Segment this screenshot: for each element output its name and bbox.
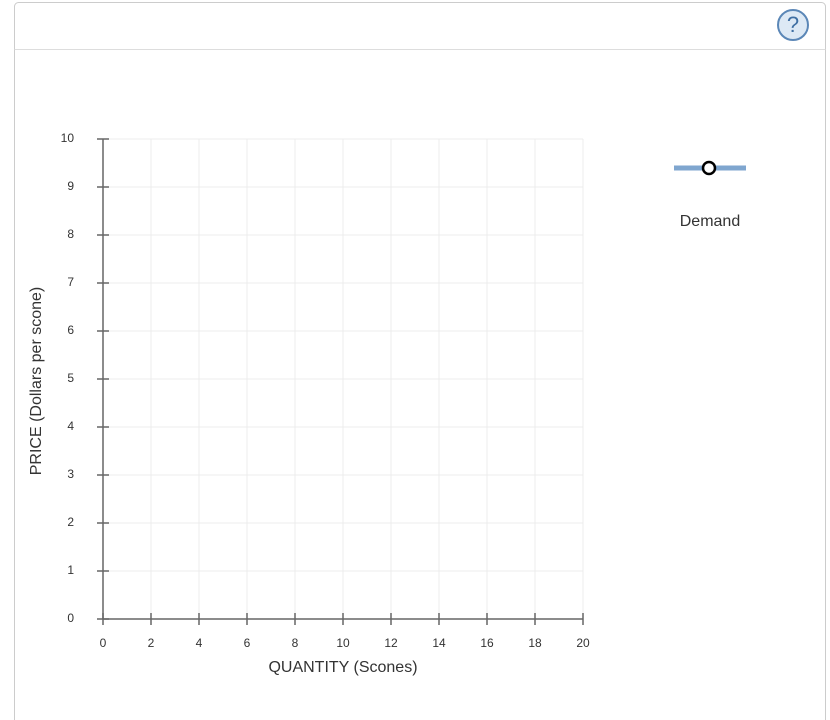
x-tick-label: 10 bbox=[336, 636, 350, 650]
legend-item[interactable]: Demand bbox=[674, 160, 746, 230]
y-tick-label: 3 bbox=[67, 467, 74, 481]
y-tick-label: 7 bbox=[67, 275, 74, 289]
help-button[interactable]: ? bbox=[777, 9, 809, 41]
y-tick-label: 8 bbox=[67, 227, 74, 241]
x-tick-label: 4 bbox=[196, 636, 203, 650]
x-tick-label: 2 bbox=[148, 636, 155, 650]
x-axis-label: QUANTITY (Scones) bbox=[268, 659, 417, 676]
help-text[interactable]: ? bbox=[787, 12, 799, 37]
legend-marker bbox=[701, 160, 717, 176]
y-tick-label: 6 bbox=[67, 323, 74, 337]
y-tick-label: 2 bbox=[67, 515, 74, 529]
x-tick-label: 20 bbox=[576, 636, 590, 650]
y-tick-label: 5 bbox=[67, 371, 74, 385]
help-circle[interactable] bbox=[777, 9, 809, 41]
x-tick-label: 8 bbox=[292, 636, 299, 650]
x-tick-label: 14 bbox=[432, 636, 446, 650]
x-tick-label: 6 bbox=[244, 636, 251, 650]
x-tick-label: 16 bbox=[480, 636, 494, 650]
y-axis-label: PRICE (Dollars per scone) bbox=[28, 287, 45, 476]
y-tick-label: 0 bbox=[67, 611, 74, 625]
y-tick-label: 4 bbox=[67, 419, 74, 433]
panel bbox=[14, 2, 826, 720]
legend-label: Demand bbox=[680, 213, 740, 230]
x-tick-label: 18 bbox=[528, 636, 542, 650]
y-tick-label: 10 bbox=[61, 131, 75, 145]
y-tick-label: 9 bbox=[67, 179, 74, 193]
y-tick-label: 1 bbox=[67, 563, 74, 577]
x-tick-label: 0 bbox=[100, 636, 107, 650]
x-tick-label: 12 bbox=[384, 636, 398, 650]
